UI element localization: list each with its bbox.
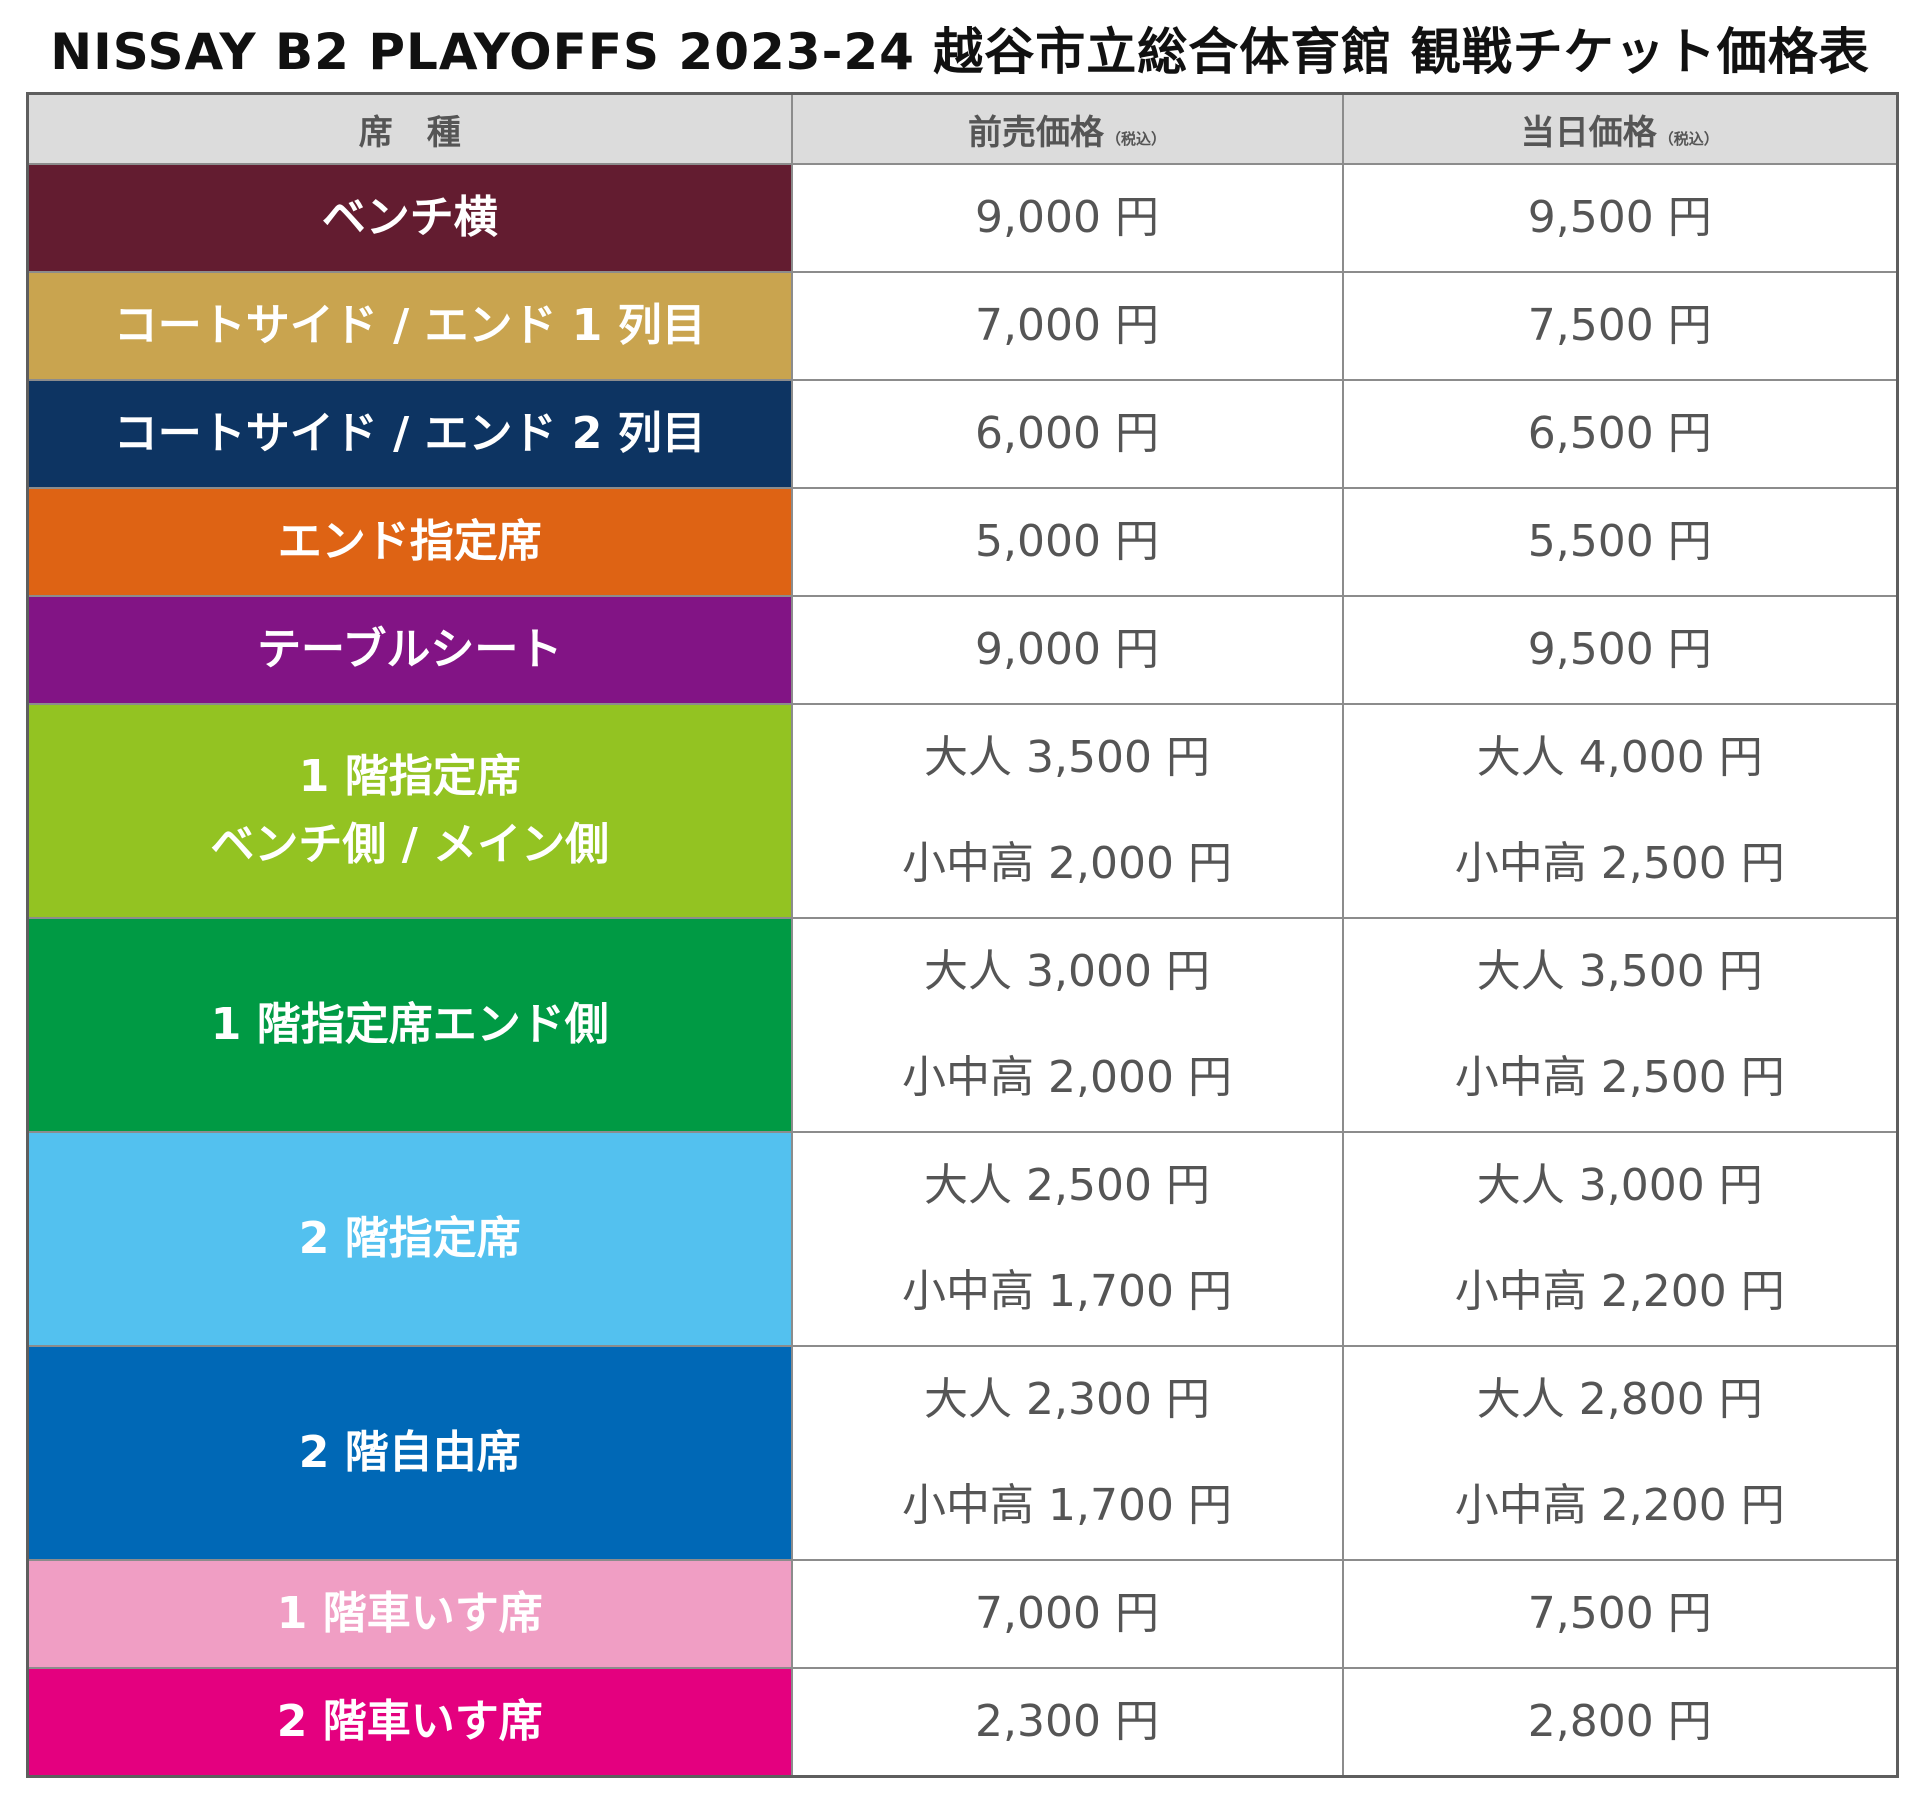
door-price-cell: 9,500 円 — [1341, 595, 1899, 705]
door-price-cell: 7,500 円 — [1341, 1559, 1899, 1669]
seat-type-cell: コートサイド / エンド 1 列目 — [26, 271, 793, 381]
door-price-cell: 9,500 円 — [1341, 163, 1899, 273]
header-advance-tax-note: （税込） — [1105, 129, 1166, 148]
seat-type-label: 1 階車いす席 — [276, 1588, 543, 1639]
seat-type-label: 2 階指定席 — [298, 1213, 521, 1264]
table-header-row: 席 種 前売価格 （税込） 当日価格 （税込） — [26, 92, 1899, 165]
advance-price-value: 大人 2,500 円 — [924, 1160, 1210, 1211]
door-price-value: 小中高 2,500 円 — [1454, 1052, 1785, 1103]
advance-price-cell: 6,000 円 — [790, 379, 1344, 489]
advance-price-cell: 大人 3,000 円小中高 2,000 円 — [790, 917, 1344, 1133]
header-seat-type: 席 種 — [26, 92, 793, 165]
table-row: テーブルシート 9,000 円 9,500 円 — [26, 595, 1899, 705]
door-price-value: 7,500 円 — [1527, 300, 1712, 351]
advance-price-value: 小中高 1,700 円 — [902, 1266, 1232, 1317]
seat-type-label: コートサイド / エンド 1 列目 — [113, 300, 706, 351]
header-door-price: 当日価格 （税込） — [1341, 92, 1899, 165]
seat-type-cell: 1 階指定席ベンチ側 / メイン側 — [26, 703, 793, 919]
seat-type-cell: ベンチ横 — [26, 163, 793, 273]
seat-type-label: 2 階自由席 — [298, 1427, 521, 1478]
table-row: 1 階指定席 ベンチ側 / メイン側 大人 3,500 円小中高 2,000 円大人… — [26, 703, 1899, 919]
advance-price-value: 6,000 円 — [975, 408, 1159, 459]
door-price-cell: 大人 2,800 円小中高 2,200 円 — [1341, 1345, 1899, 1561]
door-price-value: 小中高 2,500 円 — [1454, 838, 1785, 889]
seat-type-cell: エンド指定席 — [26, 487, 793, 597]
door-price-value: 9,500 円 — [1527, 192, 1712, 243]
door-price-value: 7,500 円 — [1527, 1588, 1712, 1639]
table-row: ベンチ横 9,000 円 9,500 円 — [26, 163, 1899, 273]
seat-type-cell: 2 階指定席 — [26, 1131, 793, 1347]
advance-price-value: 大人 2,300 円 — [924, 1374, 1210, 1425]
door-price-value: 小中高 2,200 円 — [1454, 1480, 1785, 1531]
table-row: 1 階車いす席 7,000 円 7,500 円 — [26, 1559, 1899, 1669]
advance-price-cell: 7,000 円 — [790, 271, 1344, 381]
header-door-price-label: 当日価格 — [1520, 112, 1657, 153]
seat-type-label: ベンチ横 — [321, 192, 498, 243]
advance-price-value: 7,000 円 — [975, 1588, 1159, 1639]
advance-price-cell: 5,000 円 — [790, 487, 1344, 597]
door-price-value: 6,500 円 — [1527, 408, 1712, 459]
advance-price-value: 2,300 円 — [975, 1696, 1159, 1747]
door-price-cell: 5,500 円 — [1341, 487, 1899, 597]
advance-price-cell: 2,300 円 — [790, 1667, 1344, 1778]
advance-price-value: 5,000 円 — [975, 516, 1159, 567]
header-advance-price: 前売価格 （税込） — [790, 92, 1344, 165]
advance-price-cell: 大人 2,300 円小中高 1,700 円 — [790, 1345, 1344, 1561]
seat-type-label: 2 階車いす席 — [276, 1696, 543, 1747]
door-price-value: 大人 3,000 円 — [1476, 1160, 1763, 1211]
advance-price-value: 大人 3,500 円 — [924, 732, 1210, 783]
seat-type-label: コートサイド / エンド 2 列目 — [113, 408, 706, 459]
seat-type-cell: テーブルシート — [26, 595, 793, 705]
table-row: 1 階指定席エンド側 大人 3,000 円小中高 2,000 円大人 3,500 … — [26, 917, 1899, 1133]
door-price-cell: 7,500 円 — [1341, 271, 1899, 381]
seat-type-label: エンド指定席 — [277, 516, 542, 567]
door-price-cell: 6,500 円 — [1341, 379, 1899, 489]
advance-price-cell: 9,000 円 — [790, 595, 1344, 705]
advance-price-cell: 7,000 円 — [790, 1559, 1344, 1669]
advance-price-value: 小中高 2,000 円 — [902, 1052, 1232, 1103]
door-price-cell: 大人 3,500 円小中高 2,500 円 — [1341, 917, 1899, 1133]
door-price-value: 大人 4,000 円 — [1476, 732, 1763, 783]
door-price-cell: 大人 3,000 円小中高 2,200 円 — [1341, 1131, 1899, 1347]
advance-price-value: 小中高 2,000 円 — [902, 838, 1232, 889]
seat-type-cell: 2 階自由席 — [26, 1345, 793, 1561]
door-price-value: 大人 3,500 円 — [1476, 946, 1763, 997]
seat-type-label: 1 階指定席 — [298, 751, 521, 802]
seat-type-cell: コートサイド / エンド 2 列目 — [26, 379, 793, 489]
seat-type-label: ベンチ側 / メイン側 — [210, 819, 610, 870]
table-row: コートサイド / エンド 1 列目 7,000 円 7,500 円 — [26, 271, 1899, 381]
table-row: 2 階自由席 大人 2,300 円小中高 1,700 円大人 2,800 円小中高… — [26, 1345, 1899, 1561]
table-body: ベンチ横 9,000 円 9,500 円コートサイド / エンド 1 列目 7,000… — [26, 163, 1899, 1778]
ticket-price-table: 席 種 前売価格 （税込） 当日価格 （税込） ベンチ横 9,000 円 9,500 円… — [26, 92, 1899, 1778]
table-row: エンド指定席 5,000 円 5,500 円 — [26, 487, 1899, 597]
seat-type-cell: 2 階車いす席 — [26, 1667, 793, 1778]
seat-type-cell: 1 階指定席エンド側 — [26, 917, 793, 1133]
seat-type-label: テーブルシート — [257, 624, 563, 675]
seat-type-label: 1 階指定席エンド側 — [210, 999, 609, 1050]
advance-price-cell: 9,000 円 — [790, 163, 1344, 273]
advance-price-cell: 大人 3,500 円小中高 2,000 円 — [790, 703, 1344, 919]
table-row: コートサイド / エンド 2 列目 6,000 円 6,500 円 — [26, 379, 1899, 489]
advance-price-value: 7,000 円 — [975, 300, 1159, 351]
door-price-cell: 2,800 円 — [1341, 1667, 1899, 1778]
advance-price-value: 大人 3,000 円 — [924, 946, 1210, 997]
advance-price-value: 小中高 1,700 円 — [902, 1480, 1232, 1531]
door-price-value: 大人 2,800 円 — [1476, 1374, 1763, 1425]
door-price-cell: 大人 4,000 円小中高 2,500 円 — [1341, 703, 1899, 919]
header-door-tax-note: （税込） — [1658, 129, 1719, 148]
door-price-value: 小中高 2,200 円 — [1454, 1266, 1785, 1317]
door-price-value: 9,500 円 — [1527, 624, 1712, 675]
table-row: 2 階車いす席 2,300 円 2,800 円 — [26, 1667, 1899, 1778]
header-seat-type-label: 席 種 — [358, 112, 461, 153]
header-advance-price-label: 前売価格 — [967, 112, 1104, 153]
door-price-value: 2,800 円 — [1527, 1696, 1712, 1747]
door-price-value: 5,500 円 — [1527, 516, 1712, 567]
table-row: 2 階指定席 大人 2,500 円小中高 1,700 円大人 3,000 円小中高… — [26, 1131, 1899, 1347]
advance-price-value: 9,000 円 — [975, 624, 1159, 675]
advance-price-value: 9,000 円 — [975, 192, 1159, 243]
seat-type-cell: 1 階車いす席 — [26, 1559, 793, 1669]
page-title: NISSAY B2 PLAYOFFS 2023-24 越谷市立総合体育館 観戦チ… — [50, 23, 1870, 81]
advance-price-cell: 大人 2,500 円小中高 1,700 円 — [790, 1131, 1344, 1347]
